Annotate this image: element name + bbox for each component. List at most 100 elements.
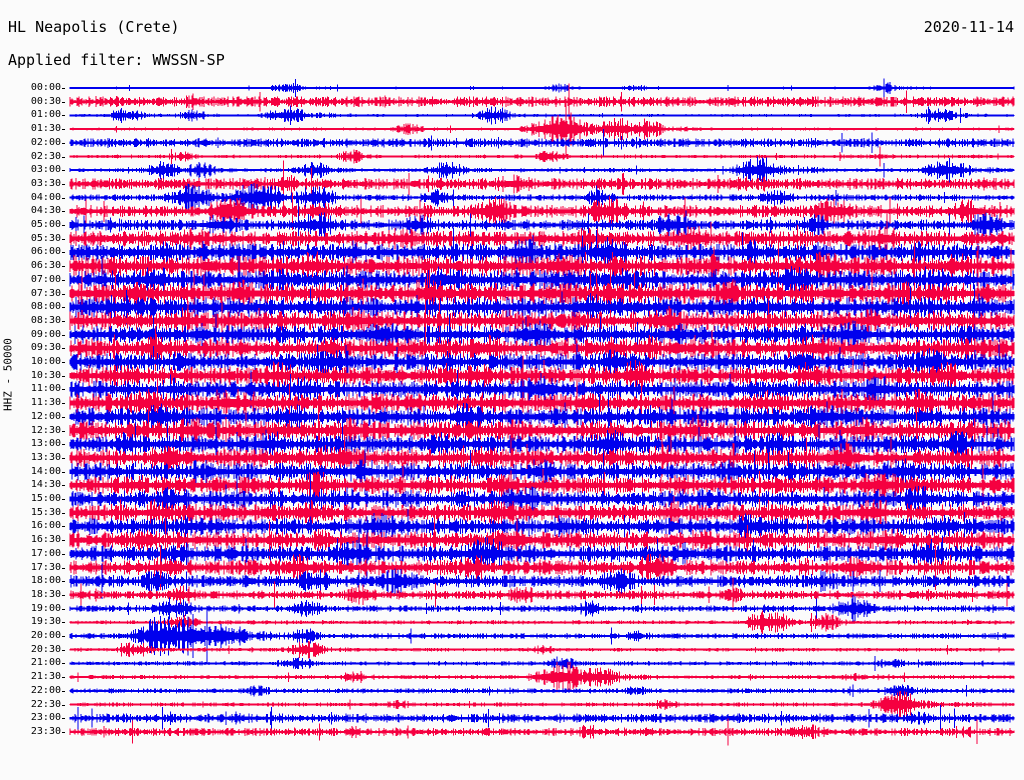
time-label: 17:00 xyxy=(30,547,61,559)
row-tick xyxy=(62,348,65,349)
row-tick xyxy=(62,102,65,103)
time-label: 23:00 xyxy=(30,712,61,724)
row-tick xyxy=(62,472,65,473)
row-tick xyxy=(62,157,65,158)
row-tick xyxy=(62,650,65,651)
row-tick xyxy=(62,718,65,719)
row-tick xyxy=(62,184,65,185)
header: HL Neapolis (Crete) Applied filter: WWSS… xyxy=(0,0,1024,76)
row-tick xyxy=(62,595,65,596)
time-label: 12:30 xyxy=(30,424,61,436)
row-tick xyxy=(62,636,65,637)
station-title: HL Neapolis (Crete) xyxy=(8,18,180,36)
time-label: 14:00 xyxy=(30,465,61,477)
time-label: 05:00 xyxy=(30,219,61,230)
row-tick xyxy=(62,622,65,623)
row-tick xyxy=(62,321,65,322)
row-tick xyxy=(62,526,65,527)
row-tick xyxy=(62,280,65,281)
row-tick xyxy=(62,403,65,404)
row-tick xyxy=(62,362,65,363)
time-label: 03:30 xyxy=(30,177,61,189)
time-label: 05:30 xyxy=(30,232,61,244)
time-label: 02:30 xyxy=(30,150,61,162)
time-axis: 00:00 00:30 01:00 01:30 02:00 02:30 03:00 03:30… xyxy=(0,76,70,780)
time-label: 21:00 xyxy=(30,657,61,669)
row-tick xyxy=(62,732,65,733)
time-label: 10:30 xyxy=(30,369,61,381)
row-tick xyxy=(62,239,65,240)
trace-canvas xyxy=(0,76,1024,780)
row-tick xyxy=(62,705,65,706)
row-tick xyxy=(62,499,65,500)
time-label: 11:00 xyxy=(30,383,61,395)
row-tick xyxy=(62,568,65,569)
row-tick xyxy=(62,663,65,664)
time-label: 08:30 xyxy=(30,314,61,326)
time-label: 12:00 xyxy=(30,410,61,422)
time-label: 15:00 xyxy=(30,493,61,504)
row-tick xyxy=(62,458,65,459)
time-label: 06:30 xyxy=(30,260,61,272)
time-label: 21:30 xyxy=(30,671,61,683)
time-label: 09:00 xyxy=(30,328,61,340)
time-label: 04:30 xyxy=(30,205,61,217)
time-label: 19:30 xyxy=(30,616,61,628)
time-label: 19:00 xyxy=(30,602,61,614)
time-label: 10:00 xyxy=(30,356,61,367)
row-tick xyxy=(62,376,65,377)
row-tick xyxy=(62,225,65,226)
row-tick xyxy=(62,444,65,445)
row-tick xyxy=(62,417,65,418)
row-tick xyxy=(62,431,65,432)
time-label: 00:30 xyxy=(30,95,61,107)
seismogram-plot: 00:00 00:30 01:00 01:30 02:00 02:30 03:00 03:30… xyxy=(0,76,1024,780)
time-label: 04:00 xyxy=(30,191,61,203)
time-label: 08:00 xyxy=(30,301,61,313)
row-tick xyxy=(62,540,65,541)
row-tick xyxy=(62,170,65,171)
row-tick xyxy=(62,485,65,486)
time-label: 14:30 xyxy=(30,479,61,491)
time-label: 11:30 xyxy=(30,397,61,409)
time-label: 22:30 xyxy=(30,698,61,710)
row-tick xyxy=(62,129,65,130)
time-label: 16:00 xyxy=(30,520,61,532)
row-tick xyxy=(62,513,65,514)
record-date: 2020-11-14 xyxy=(923,18,1014,36)
row-tick xyxy=(62,88,65,89)
row-tick xyxy=(62,677,65,678)
time-label: 01:30 xyxy=(30,123,61,135)
time-label: 02:00 xyxy=(30,136,61,148)
row-tick xyxy=(62,307,65,308)
row-tick xyxy=(62,252,65,253)
time-label: 20:00 xyxy=(30,630,61,641)
time-label: 13:30 xyxy=(30,451,61,463)
time-label: 22:00 xyxy=(30,684,61,696)
time-label: 07:00 xyxy=(30,273,61,285)
row-tick xyxy=(62,335,65,336)
row-tick xyxy=(62,143,65,144)
applied-filter-label: Applied filter: WWSSN-SP xyxy=(8,51,225,69)
row-tick xyxy=(62,609,65,610)
row-tick xyxy=(62,115,65,116)
time-label: 03:00 xyxy=(30,164,61,176)
row-tick xyxy=(62,581,65,582)
row-tick xyxy=(62,211,65,212)
time-label: 18:00 xyxy=(30,575,61,587)
time-label: 17:30 xyxy=(30,561,61,573)
row-tick xyxy=(62,198,65,199)
time-label: 18:30 xyxy=(30,588,61,600)
time-label: 13:00 xyxy=(30,438,61,450)
time-label: 00:00 xyxy=(30,82,61,93)
time-label: 16:30 xyxy=(30,534,61,546)
time-label: 09:30 xyxy=(30,342,61,354)
time-label: 20:30 xyxy=(30,643,61,655)
row-tick xyxy=(62,691,65,692)
row-tick xyxy=(62,389,65,390)
time-label: 15:30 xyxy=(30,506,61,518)
time-label: 01:00 xyxy=(30,109,61,121)
row-tick xyxy=(62,266,65,267)
time-label: 06:00 xyxy=(30,246,61,258)
